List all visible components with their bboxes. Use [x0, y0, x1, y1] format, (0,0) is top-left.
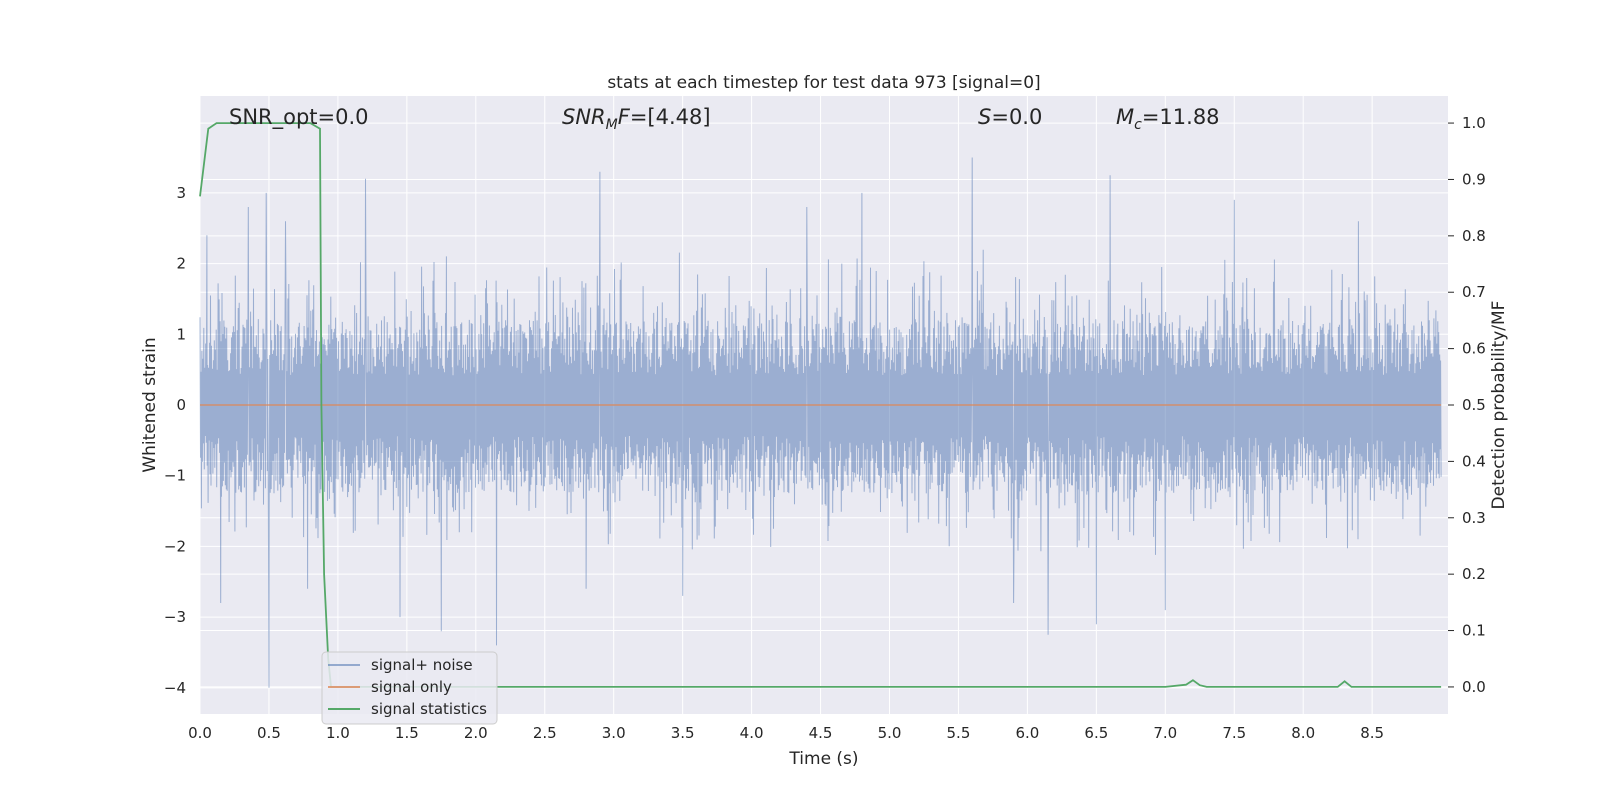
y2-axis-label: Detection probability/MF — [1489, 301, 1509, 510]
y2-tick-label: 0.0 — [1462, 678, 1486, 696]
chart-title: stats at each timestep for test data 973… — [607, 73, 1040, 93]
annotation-s: S=0.0 — [978, 105, 1042, 129]
x-axis-ticks: 0.0 0.5 1.0 1.5 2.0 2.5 3.0 3.5 4.0 4.5 5.0 5.5 6.0 6… — [188, 724, 1384, 742]
y2-axis-ticks: 0.0 0.1 0.2 0.3 0.4 0.5 0.6 0.7 0.8 0.9 1.0 — [1448, 114, 1486, 696]
y2-tick-label: 0.6 — [1462, 340, 1486, 358]
y-tick-label: 0 — [176, 396, 186, 414]
y2-tick-label: 0.2 — [1462, 565, 1486, 583]
y2-tick-label: 1.0 — [1462, 114, 1486, 132]
x-tick-label: 8.5 — [1360, 724, 1384, 742]
y-tick-label: 1 — [176, 325, 186, 343]
y-tick-label: 3 — [176, 184, 186, 202]
annotation-snr-opt: SNR_opt=0.0 — [229, 105, 369, 130]
y-axis-label: Whitened strain — [140, 337, 160, 472]
y2-tick-label: 0.8 — [1462, 227, 1486, 245]
line-signal-statistics — [199, 122, 1442, 688]
y2-tick-label: 0.4 — [1462, 452, 1486, 470]
y2-tick-label: 0.1 — [1462, 622, 1486, 640]
y2-tick-label: 0.7 — [1462, 283, 1486, 301]
x-tick-label: 2.5 — [533, 724, 557, 742]
legend-label-signal-only: signal only — [371, 678, 452, 696]
annotation-mc: Mc=11.88 — [1116, 105, 1220, 133]
line-signal-plus-noise — [199, 157, 1442, 688]
legend-label-signal-statistics: signal statistics — [371, 700, 487, 718]
x-tick-label: 7.5 — [1222, 724, 1246, 742]
x-tick-label: 3.0 — [602, 724, 626, 742]
x-tick-label: 1.0 — [326, 724, 350, 742]
legend-box — [321, 651, 498, 725]
x-axis-label: Time (s) — [788, 749, 858, 769]
x-tick-label: 7.0 — [1153, 724, 1177, 742]
x-tick-label: 2.0 — [464, 724, 488, 742]
x-tick-label: 5.0 — [878, 724, 902, 742]
x-tick-label: 1.5 — [395, 724, 419, 742]
x-tick-label: 3.5 — [671, 724, 695, 742]
x-tick-label: 4.0 — [740, 724, 764, 742]
x-tick-label: 0.5 — [257, 724, 281, 742]
y-tick-label: −1 — [164, 467, 186, 485]
x-tick-label: 6.0 — [1015, 724, 1039, 742]
y-tick-label: 2 — [176, 255, 186, 273]
annotation-snr-mf: SNRMF=[4.48] — [562, 105, 711, 133]
y2-tick-label: 0.3 — [1462, 509, 1486, 527]
x-tick-label: 8.0 — [1291, 724, 1315, 742]
x-tick-label: 4.5 — [809, 724, 833, 742]
y-axis-ticks: −4 −3 −2 −1 0 1 2 3 — [164, 184, 186, 697]
legend: signal+ noise signal only signal statist… — [321, 651, 498, 725]
x-tick-label: 5.5 — [947, 724, 971, 742]
y2-tick-label: 0.9 — [1462, 170, 1486, 188]
x-tick-label: 0.0 — [188, 724, 212, 742]
legend-label-signal-plus-noise: signal+ noise — [371, 656, 473, 674]
series-signal-plus-noise — [199, 157, 1442, 688]
y2-tick-label: 0.5 — [1462, 396, 1486, 414]
y-tick-label: −3 — [164, 608, 186, 626]
x-tick-label: 6.5 — [1084, 724, 1108, 742]
y-tick-label: −4 — [164, 679, 186, 697]
series-signal-statistics — [199, 122, 1442, 688]
y-tick-label: −2 — [164, 537, 186, 555]
